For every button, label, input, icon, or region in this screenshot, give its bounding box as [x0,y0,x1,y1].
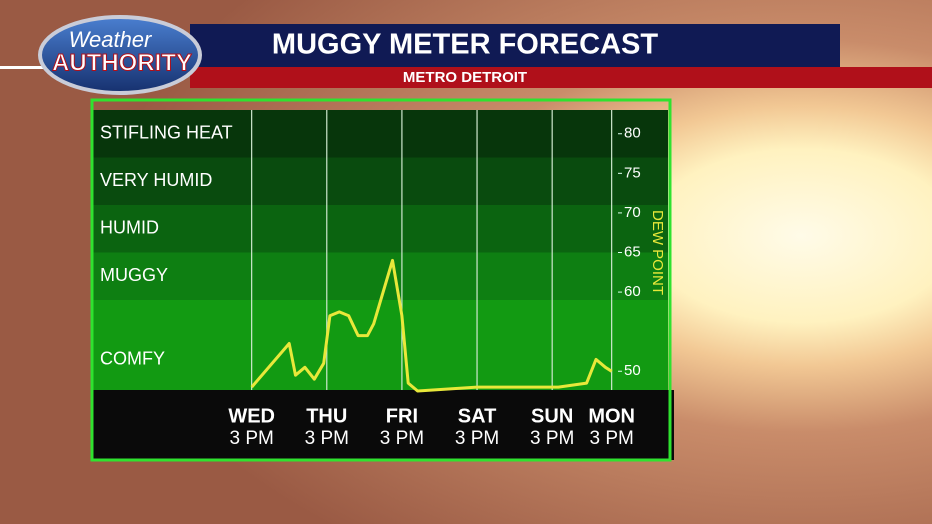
plot: COMFY MUGGY HUMID VERY HUMID STIFLING HEAT 50… [90,98,674,462]
band [92,252,668,300]
subtitle-bar [190,67,932,88]
x-tick-sublabel: 3 PM [380,428,424,449]
x-tick-sublabel: 3 PM [589,428,633,449]
plot-border [90,98,672,462]
y-tick-label: 50 [624,362,641,379]
title-bar [190,24,840,67]
y-tick-label: 65 [624,243,641,260]
x-tick-sublabel: 3 PM [455,428,499,449]
band-label: MUGGY [100,265,168,285]
band [92,300,668,395]
band-label: HUMID [100,218,159,238]
dew-point-line [250,258,613,393]
x-tick-label: SUN [531,405,573,427]
y-tick-label: 60 [624,283,641,300]
logo-text: AUTHORITY [52,49,192,76]
subtitle: METRO DETROIT [403,69,527,86]
y-tick-label: 70 [624,204,641,221]
x-tick-label: FRI [386,405,418,427]
title: MUGGY METER FORECAST [272,29,658,61]
x-tick-sublabel: 3 PM [229,428,273,449]
band-label: VERY HUMID [100,170,212,190]
band [92,205,668,253]
y-axis-label: DEW POINT [649,210,666,295]
y-tick-label: 75 [624,164,641,181]
x-tick-label: WED [228,405,275,427]
band [92,157,668,205]
band [92,110,668,158]
logo-badge [38,15,202,95]
logo-text: Weather [69,27,153,52]
x-tick-sublabel: 3 PM [530,428,574,449]
band-label: STIFLING HEAT [100,123,233,143]
x-tick-label: THU [306,405,347,427]
x-axis-bar [92,390,674,460]
x-tick-sublabel: 3 PM [305,428,349,449]
band-label: COMFY [100,348,165,368]
x-tick-label: SAT [458,405,497,427]
y-tick-label: 80 [624,125,641,142]
x-tick-label: MON [588,405,635,427]
